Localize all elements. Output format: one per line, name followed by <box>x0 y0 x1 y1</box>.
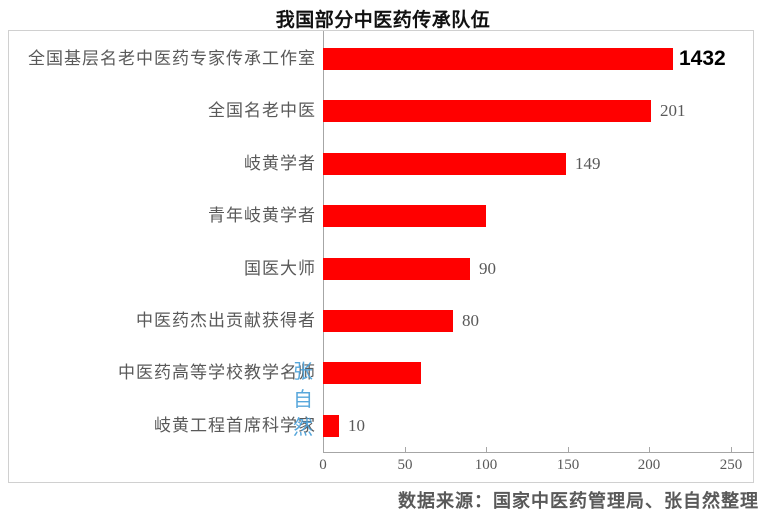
value-label: 10 <box>348 415 365 435</box>
bar <box>323 48 673 70</box>
category-label: 中医药高等学校教学名师 <box>118 363 316 383</box>
category-label: 岐黄工程首席科学家 <box>154 415 316 435</box>
category-label: 岐黄学者 <box>244 153 316 173</box>
x-axis-tick <box>486 447 487 452</box>
bar <box>323 414 339 437</box>
bar <box>323 100 651 123</box>
x-axis-tick <box>731 447 732 452</box>
value-label: 90 <box>479 258 496 278</box>
y-axis-line <box>323 31 324 452</box>
category-label: 全国名老中医 <box>208 101 316 121</box>
bar <box>323 152 566 175</box>
value-label: 1432 <box>679 47 726 70</box>
value-label: 149 <box>575 153 601 173</box>
bar <box>323 362 421 385</box>
x-axis-tick <box>323 447 324 452</box>
value-label: 201 <box>660 101 686 121</box>
x-axis-tick-label: 100 <box>474 457 498 473</box>
x-axis-tick <box>405 447 406 452</box>
x-axis-tick-label: 50 <box>397 457 413 473</box>
x-axis-tick <box>649 447 650 452</box>
category-label: 全国基层名老中医药专家传承工作室 <box>28 49 316 68</box>
bar <box>323 205 486 228</box>
x-axis-tick-label: 250 <box>719 457 743 473</box>
bar <box>323 257 470 280</box>
x-axis-tick-label: 0 <box>319 457 327 473</box>
value-label: 80 <box>462 311 479 330</box>
x-axis-tick-label: 200 <box>637 457 661 473</box>
x-axis-tick-label: 150 <box>556 457 580 473</box>
x-axis-tick <box>568 447 569 452</box>
category-label: 青年岐黄学者 <box>208 206 316 226</box>
bar <box>323 310 453 332</box>
x-axis-line <box>323 452 754 453</box>
data-source: 数据来源：国家中医药管理局、张自然整理 <box>398 491 759 511</box>
chart-title: 我国部分中医药传承队伍 <box>275 10 491 31</box>
category-label: 中医药杰出贡献获得者 <box>136 311 316 330</box>
category-label: 国医大师 <box>244 258 316 278</box>
